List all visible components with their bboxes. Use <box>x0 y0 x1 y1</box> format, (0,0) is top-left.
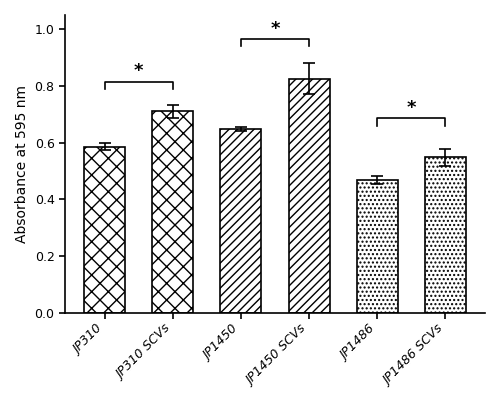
Bar <box>220 129 262 313</box>
Bar <box>288 79 330 313</box>
Text: *: * <box>270 20 280 37</box>
Bar <box>152 111 193 313</box>
Text: *: * <box>406 99 416 117</box>
Bar <box>84 147 125 313</box>
Text: *: * <box>134 62 143 80</box>
Bar <box>357 180 398 313</box>
Bar <box>425 157 466 313</box>
Y-axis label: Absorbance at 595 nm: Absorbance at 595 nm <box>15 85 29 243</box>
